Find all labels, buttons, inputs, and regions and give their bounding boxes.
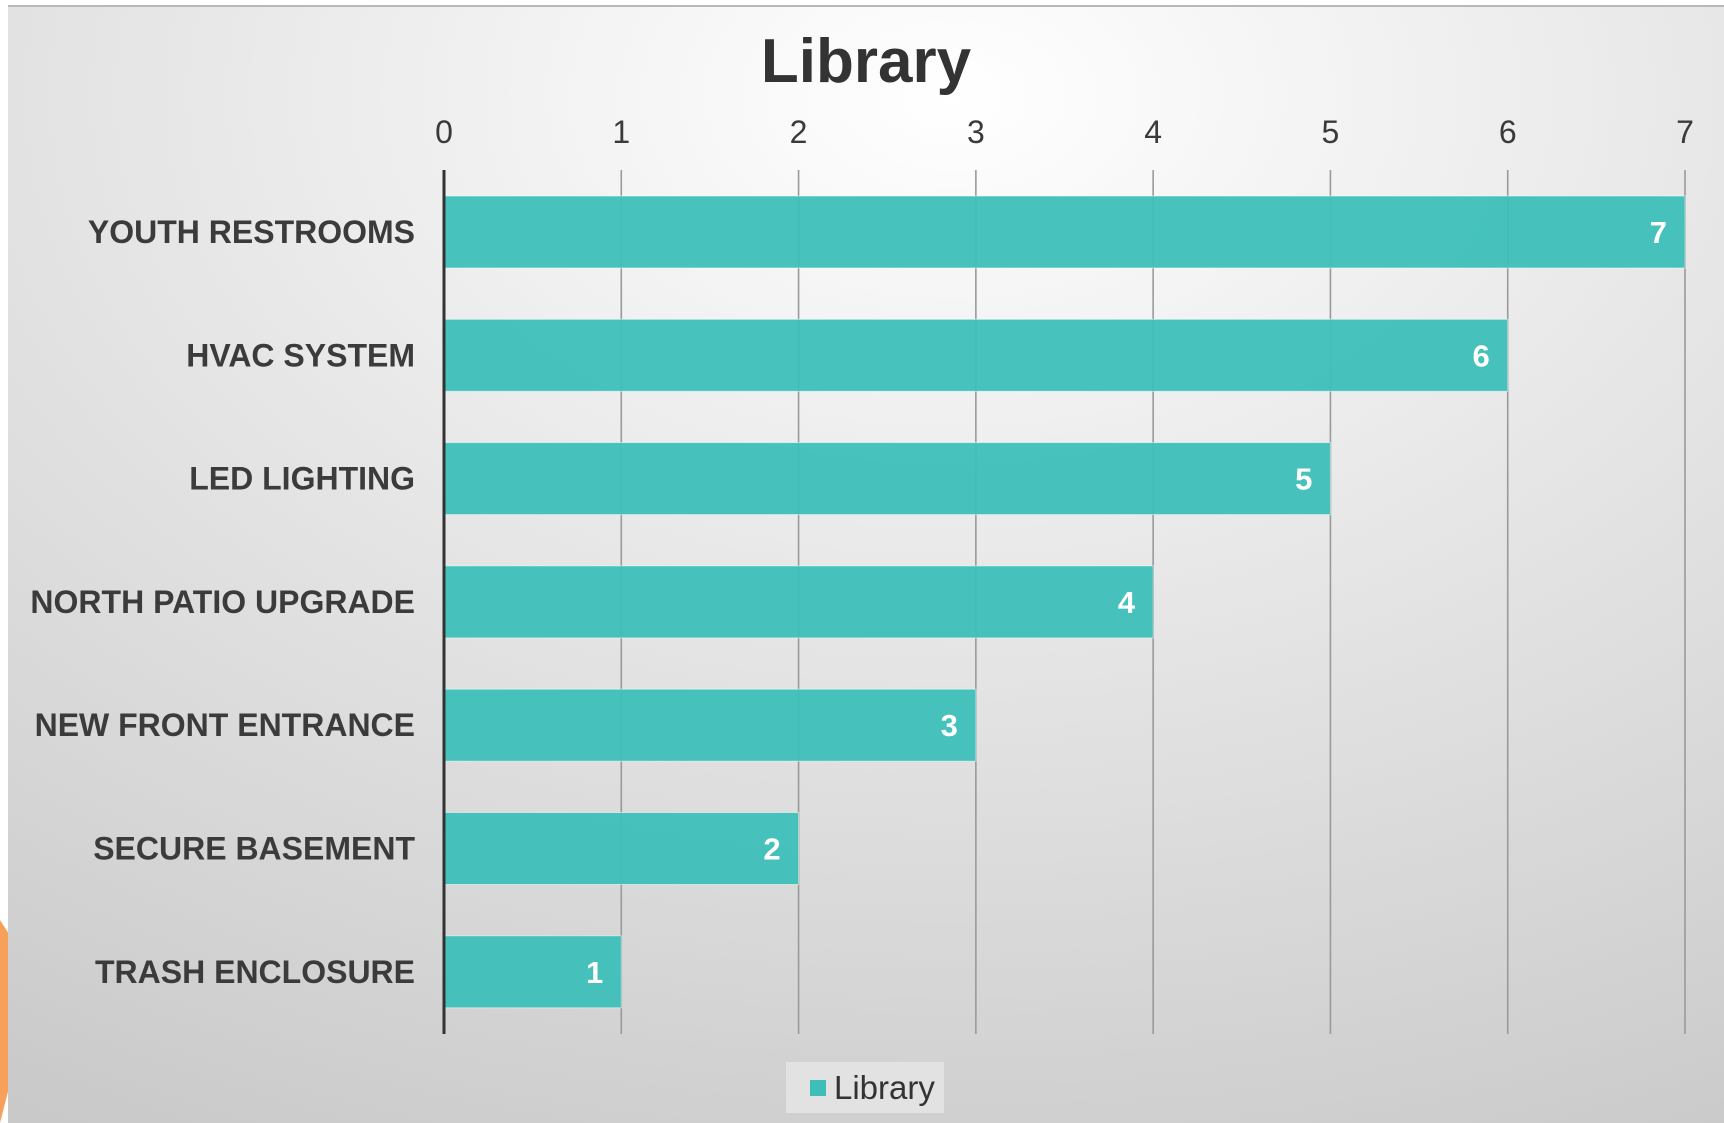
chart-area-background [8, 6, 1724, 1123]
category-labels: YOUTH RESTROOMS HVAC SYSTEM LED LIGHTING NO… [30, 214, 415, 990]
category-label: SECURE BASEMENT [93, 831, 415, 867]
bar [443, 318, 1509, 392]
category-label: NEW FRONT ENTRANCE [35, 707, 415, 743]
bars [443, 195, 1686, 1009]
data-label: 7 [1650, 215, 1667, 250]
x-tick-label: 1 [612, 114, 630, 150]
bar [443, 565, 1154, 639]
data-label: 6 [1472, 338, 1489, 373]
data-label: 1 [586, 955, 603, 990]
category-label: TRASH ENCLOSURE [95, 954, 415, 990]
legend-swatch [810, 1080, 826, 1096]
legend-label: Library [834, 1069, 935, 1106]
x-tick-label: 2 [790, 114, 808, 150]
data-label: 3 [941, 708, 958, 743]
x-tick-label: 7 [1676, 114, 1694, 150]
category-label: NORTH PATIO UPGRADE [30, 584, 415, 620]
category-label: LED LIGHTING [189, 461, 415, 497]
bar [443, 195, 1686, 269]
x-axis-tick-labels: 0 1 2 3 4 5 6 7 [435, 114, 1694, 150]
x-tick-label: 4 [1144, 114, 1162, 150]
x-tick-label: 5 [1322, 114, 1340, 150]
data-label: 4 [1118, 585, 1136, 620]
category-label: YOUTH RESTROOMS [88, 214, 415, 250]
data-label: 5 [1295, 462, 1312, 497]
data-labels: 7 6 5 4 3 2 1 [586, 215, 1667, 990]
data-label: 2 [763, 832, 780, 867]
x-tick-label: 6 [1499, 114, 1517, 150]
x-tick-label: 3 [967, 114, 985, 150]
bar [443, 812, 800, 885]
bar [443, 442, 1331, 516]
bar [443, 688, 977, 762]
bar [443, 935, 622, 1009]
legend: Library [786, 1062, 944, 1113]
category-label: HVAC SYSTEM [186, 337, 415, 373]
chart-title: Library [761, 27, 972, 96]
x-tick-label: 0 [435, 114, 453, 150]
